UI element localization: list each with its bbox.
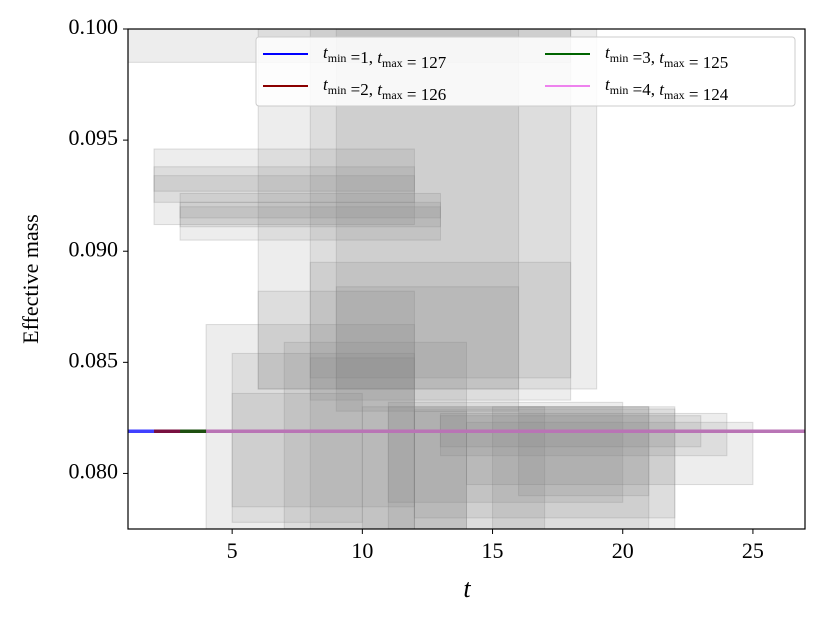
legend: tmin =1, tmax = 127 tmin =2, tmax = 126 tm… [255,36,796,107]
y-tick-label: 0.095 [69,125,119,150]
error-band [387,406,650,529]
error-band [153,175,415,192]
y-tick-label: 0.080 [69,458,119,483]
error-band [153,148,415,226]
x-tick-label: 20 [612,538,634,563]
x-tick-label: 5 [227,538,238,563]
x-tick-label: 15 [482,538,504,563]
x-axis-label: t [463,574,471,603]
y-tick-label: 0.085 [69,347,119,372]
error-band [205,324,415,529]
axes: 5 10 15 20 25 0.080 0.085 0.090 0.095 0.100 [69,14,764,563]
error-band [492,406,676,529]
error-band [231,392,363,523]
y-tick-label: 0.100 [69,14,119,39]
error-band [335,286,520,390]
legend-label: tmin =4, tmax = 124 [605,75,729,104]
error-band [179,192,441,241]
error-band [439,412,728,457]
plot-frame [127,28,806,530]
legend-label: tmin =1, tmax = 127 [323,43,447,72]
legend-label: tmin =2, tmax = 126 [323,75,446,104]
error-band [309,357,415,529]
error-band [309,261,572,401]
error-band [387,401,624,503]
y-axis-label: Effective mass [18,214,43,344]
error-band [283,341,467,529]
error-band [153,166,415,203]
bands-layer [128,29,754,529]
x-tick-label: 10 [351,538,373,563]
error-band [179,206,441,219]
error-band [413,408,676,519]
y-tick-label: 0.090 [69,236,119,261]
error-band [361,406,546,529]
error-band [257,290,415,390]
x-tick-label: 25 [742,538,764,563]
error-band [518,406,650,497]
error-band [179,201,441,228]
legend-box [255,36,796,107]
legend-label: tmin =3, tmax = 125 [605,43,728,72]
